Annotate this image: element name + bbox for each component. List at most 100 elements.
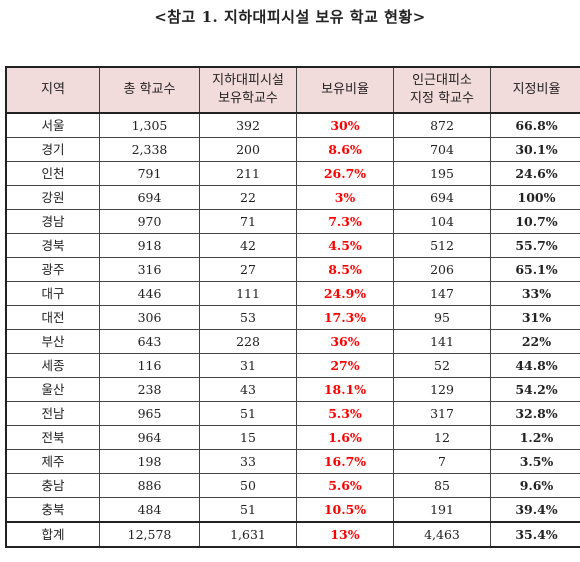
cell-total-schools: 791 [99,161,200,186]
cell-total-schools: 12,578 [99,521,200,548]
cell-shelter-schools: 50 [199,473,297,498]
table-row: 전남 965 51 5.3% 317 32.8% [5,401,580,426]
header-total-schools: 총 학교수 [99,66,200,114]
cell-shelter-schools: 27 [199,257,297,282]
cell-region: 세종 [5,353,100,378]
cell-total-schools: 198 [99,449,200,474]
cell-designated-ratio: 54.2% [490,377,580,402]
cell-nearby-schools: 206 [393,257,491,282]
header-with-shelter-line2: 보유학교수 [218,91,278,106]
table-row: 세종 116 31 27% 52 44.8% [5,353,580,378]
cell-nearby-schools: 512 [393,233,491,258]
cell-shelter-schools: 31 [199,353,297,378]
table-row: 합계 12,578 1,631 13% 4,463 35.4% [5,521,580,548]
cell-ratio: 27% [296,353,394,378]
cell-designated-ratio: 24.6% [490,161,580,186]
cell-nearby-schools: 95 [393,305,491,330]
cell-shelter-schools: 228 [199,329,297,354]
cell-region: 합계 [5,521,100,548]
cell-ratio: 5.6% [296,473,394,498]
cell-region: 제주 [5,449,100,474]
cell-nearby-schools: 12 [393,425,491,450]
cell-region: 대구 [5,281,100,306]
cell-ratio: 1.6% [296,425,394,450]
table-row: 경남 970 71 7.3% 104 10.7% [5,209,580,234]
cell-total-schools: 484 [99,497,200,523]
cell-designated-ratio: 30.1% [490,137,580,162]
cell-nearby-schools: 141 [393,329,491,354]
cell-ratio: 10.5% [296,497,394,523]
cell-ratio: 3% [296,185,394,210]
cell-shelter-schools: 53 [199,305,297,330]
table-row: 서울 1,305 392 30% 872 66.8% [5,112,580,138]
cell-designated-ratio: 22% [490,329,580,354]
cell-total-schools: 306 [99,305,200,330]
cell-region: 경기 [5,137,100,162]
cell-designated-ratio: 39.4% [490,497,580,523]
cell-total-schools: 886 [99,473,200,498]
shelter-schools-table: 지역 총 학교수 지하대피시설 보유학교수 보유비율 인근대피소 지정 학교수 … [5,66,580,548]
cell-designated-ratio: 9.6% [490,473,580,498]
cell-ratio: 7.3% [296,209,394,234]
cell-shelter-schools: 1,631 [199,521,297,548]
cell-total-schools: 1,305 [99,112,200,138]
table-row: 경북 918 42 4.5% 512 55.7% [5,233,580,258]
table-row: 부산 643 228 36% 141 22% [5,329,580,354]
cell-shelter-schools: 71 [199,209,297,234]
cell-region: 전남 [5,401,100,426]
cell-total-schools: 316 [99,257,200,282]
cell-designated-ratio: 35.4% [490,521,580,548]
cell-shelter-schools: 111 [199,281,297,306]
cell-ratio: 17.3% [296,305,394,330]
cell-shelter-schools: 15 [199,425,297,450]
cell-nearby-schools: 7 [393,449,491,474]
cell-nearby-schools: 129 [393,377,491,402]
cell-nearby-schools: 191 [393,497,491,523]
table-row: 광주 316 27 8.5% 206 65.1% [5,257,580,282]
cell-designated-ratio: 100% [490,185,580,210]
cell-shelter-schools: 22 [199,185,297,210]
table-row: 전북 964 15 1.6% 12 1.2% [5,425,580,450]
cell-region: 인천 [5,161,100,186]
cell-region: 광주 [5,257,100,282]
cell-total-schools: 2,338 [99,137,200,162]
header-ratio: 보유비율 [296,66,394,114]
table-row: 경기 2,338 200 8.6% 704 30.1% [5,137,580,162]
cell-ratio: 18.1% [296,377,394,402]
table-row: 제주 198 33 16.7% 7 3.5% [5,449,580,474]
header-with-shelter-line1: 지하대피시설 [212,73,284,88]
table-header-row: 지역 총 학교수 지하대피시설 보유학교수 보유비율 인근대피소 지정 학교수 … [5,66,580,114]
table-body: 서울 1,305 392 30% 872 66.8% 경기 2,338 200 8.6% 704 30… [5,112,580,548]
cell-region: 부산 [5,329,100,354]
cell-total-schools: 964 [99,425,200,450]
table-row: 울산 238 43 18.1% 129 54.2% [5,377,580,402]
cell-region: 충남 [5,473,100,498]
cell-designated-ratio: 65.1% [490,257,580,282]
cell-designated-ratio: 66.8% [490,112,580,138]
table-row: 충북 484 51 10.5% 191 39.4% [5,497,580,523]
cell-ratio: 24.9% [296,281,394,306]
cell-region: 경북 [5,233,100,258]
cell-region: 대전 [5,305,100,330]
cell-total-schools: 446 [99,281,200,306]
cell-designated-ratio: 32.8% [490,401,580,426]
cell-ratio: 8.6% [296,137,394,162]
table-row: 충남 886 50 5.6% 85 9.6% [5,473,580,498]
cell-shelter-schools: 211 [199,161,297,186]
cell-nearby-schools: 872 [393,112,491,138]
cell-ratio: 4.5% [296,233,394,258]
cell-total-schools: 238 [99,377,200,402]
cell-total-schools: 918 [99,233,200,258]
table-row: 대구 446 111 24.9% 147 33% [5,281,580,306]
cell-ratio: 26.7% [296,161,394,186]
cell-shelter-schools: 51 [199,497,297,523]
cell-ratio: 30% [296,112,394,138]
cell-shelter-schools: 51 [199,401,297,426]
cell-region: 전북 [5,425,100,450]
cell-region: 경남 [5,209,100,234]
cell-shelter-schools: 33 [199,449,297,474]
cell-region: 충북 [5,497,100,523]
header-nearby-line2: 지정 학교수 [410,91,474,106]
cell-total-schools: 116 [99,353,200,378]
cell-nearby-schools: 85 [393,473,491,498]
